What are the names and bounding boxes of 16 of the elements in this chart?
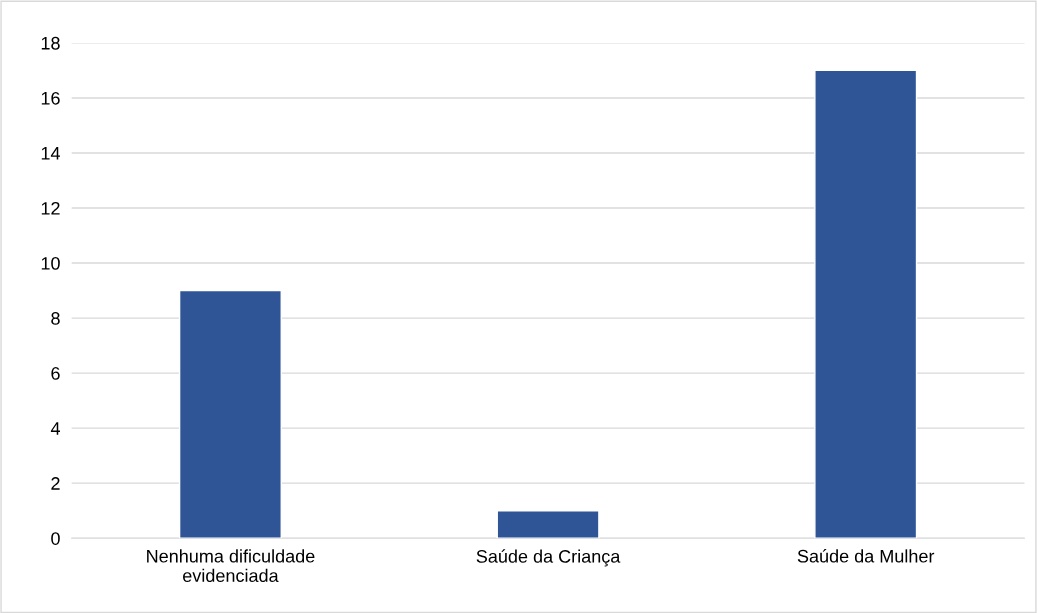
x-tick-label: Saúde da Criança [476, 549, 621, 567]
x-tick-label: Saúde da Mulher [797, 549, 935, 563]
y-tick-label: 16 [41, 91, 60, 105]
y-tick-label: 0 [51, 532, 60, 545]
bar [178, 289, 282, 539]
y-tick-label: 2 [51, 477, 60, 490]
x-tick-label: Nenhuma dificuldade evidenciada [147, 549, 315, 583]
y-tick-label: 4 [50, 422, 60, 435]
y-tick-label: 6 [51, 367, 60, 380]
bar [496, 510, 600, 539]
y-tick-label: 10 [41, 256, 60, 270]
y-tick-label: 18 [41, 36, 60, 50]
y-tick-label: 14 [41, 147, 60, 160]
bar [814, 69, 918, 539]
y-tick-label: 12 [41, 201, 60, 215]
y-tick-label: 8 [51, 312, 60, 325]
